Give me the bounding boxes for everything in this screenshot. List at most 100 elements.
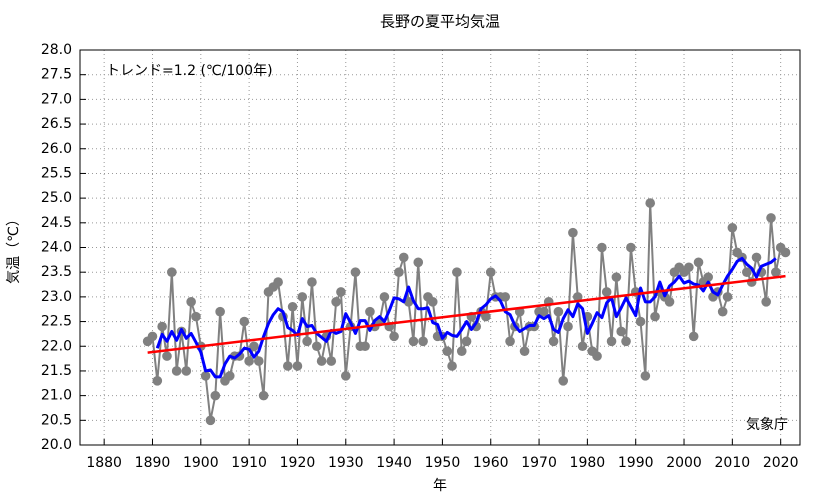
data-point [287, 301, 298, 312]
data-point [292, 361, 303, 371]
annotation: トレンド=1.2 (℃/100年) [106, 63, 273, 79]
data-point [273, 277, 283, 287]
data-point [311, 341, 322, 352]
data-point [379, 292, 390, 302]
y-tick-label: 24.0 [41, 240, 72, 256]
data-point [171, 366, 182, 376]
data-point [626, 242, 636, 253]
data-point [717, 306, 728, 317]
data-point [157, 321, 167, 332]
y-tick-label: 26.5 [41, 116, 72, 132]
data-point [742, 267, 752, 277]
data-point [456, 346, 467, 356]
x-tick-label: 1950 [425, 455, 461, 471]
y-tick-label: 26.0 [41, 141, 72, 157]
x-tick-label: 1910 [231, 455, 267, 471]
data-point [635, 316, 646, 327]
data-point [282, 361, 293, 371]
x-tick-label: 1900 [183, 455, 219, 471]
data-point [601, 287, 612, 297]
data-point [563, 321, 573, 332]
y-tick-label: 27.0 [41, 91, 72, 107]
y-tick-label: 21.5 [41, 363, 72, 379]
data-point [350, 267, 361, 277]
data-point [340, 371, 351, 381]
data-point [761, 297, 771, 307]
y-axis-label: 気温（℃） [6, 212, 22, 284]
x-tick-label: 1960 [473, 455, 509, 471]
data-point [181, 366, 192, 376]
y-tick-label: 21.0 [41, 388, 72, 404]
data-point [505, 336, 515, 347]
x-tick-label: 1990 [618, 455, 654, 471]
data-point [336, 287, 346, 297]
data-point [751, 252, 762, 263]
data-point [365, 306, 375, 317]
data-point [234, 351, 245, 361]
data-point [645, 198, 656, 208]
data-point [606, 336, 617, 347]
data-point [693, 257, 704, 268]
data-point [331, 297, 341, 307]
data-point [485, 267, 496, 277]
data-point [597, 242, 607, 253]
x-tick-label: 1890 [135, 455, 171, 471]
data-point [394, 267, 404, 277]
data-point [200, 371, 211, 381]
data-point [548, 336, 559, 347]
data-point [210, 390, 221, 401]
data-point [167, 267, 177, 277]
x-tick-label: 2010 [715, 455, 751, 471]
data-point [205, 415, 216, 426]
data-point [553, 306, 564, 317]
data-point [427, 297, 438, 307]
y-tick-label: 20.0 [41, 437, 72, 453]
data-point [258, 390, 269, 401]
chart-title: 長野の夏平均気温 [380, 13, 500, 31]
data-point [442, 346, 453, 356]
x-axis-label: 年 [433, 478, 447, 494]
data-point [162, 351, 172, 361]
data-point [403, 297, 414, 307]
data-point [577, 341, 588, 352]
y-tick-label: 24.5 [41, 215, 72, 231]
y-tick-label: 22.0 [41, 338, 72, 354]
data-point [239, 316, 250, 327]
data-point [461, 336, 472, 347]
data-point [224, 371, 235, 381]
data-point [418, 336, 428, 347]
data-point [664, 297, 675, 307]
data-point [771, 267, 781, 277]
data-point [640, 371, 651, 381]
y-tick-label: 23.5 [41, 264, 72, 280]
data-point [611, 272, 622, 282]
data-point [191, 311, 201, 322]
data-point [297, 292, 308, 302]
data-point [539, 306, 549, 317]
y-tick-label: 25.0 [41, 190, 72, 206]
data-point [447, 361, 457, 371]
data-point [302, 336, 312, 347]
x-tick-label: 1880 [86, 455, 122, 471]
x-tick-label: 1980 [570, 455, 606, 471]
data-point [572, 292, 583, 302]
data-point [244, 356, 254, 366]
data-point [326, 356, 337, 366]
annotation: 気象庁 [746, 417, 788, 433]
data-point [360, 341, 370, 352]
data-point [316, 356, 327, 366]
data-point [780, 247, 791, 258]
data-point [500, 292, 511, 302]
data-point [481, 311, 491, 322]
data-point [684, 262, 694, 273]
data-point [413, 257, 424, 268]
x-tick-label: 1930 [328, 455, 364, 471]
x-tick-label: 1970 [521, 455, 557, 471]
data-point [519, 346, 530, 356]
data-point [452, 267, 462, 277]
x-tick-label: 1940 [376, 455, 412, 471]
data-point [249, 341, 259, 352]
y-tick-label: 25.5 [41, 165, 72, 181]
